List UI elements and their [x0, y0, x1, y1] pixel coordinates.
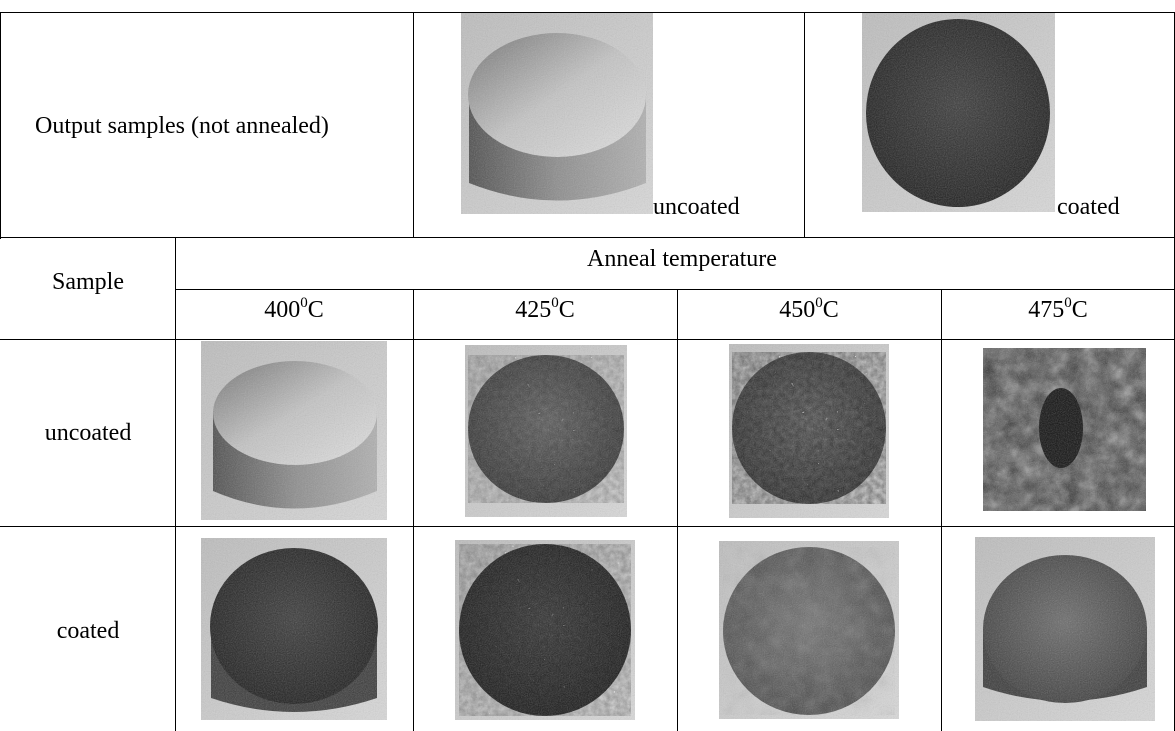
photo-uncoated-450 [729, 344, 889, 518]
sample-header: Sample [52, 269, 124, 295]
photo-coated-400 [201, 538, 387, 720]
grid-line-col-413b [413, 290, 414, 731]
photo-coated-original [862, 13, 1055, 212]
temp-header-425: 4250C [515, 295, 575, 324]
grid-line-left-edge [0, 12, 1, 239]
photo-coated-425 [455, 540, 635, 720]
row-label-coated: coated [56, 618, 120, 644]
grid-line-row1-bottom [0, 526, 1175, 527]
photo-uncoated-425 [465, 345, 627, 517]
grid-line-header-bottom [0, 237, 1175, 238]
grid-line-col-677 [677, 290, 678, 731]
grid-line-sample-col [175, 238, 176, 731]
caption-uncoated: uncoated [653, 194, 740, 220]
row-label-uncoated: uncoated [44, 420, 132, 446]
temp-header-450: 4500C [779, 295, 839, 324]
photo-uncoated-original [461, 13, 653, 214]
temp-header-400: 4000C [264, 295, 324, 324]
grid-line-group-bottom [175, 289, 1175, 290]
grid-line-col-804 [804, 12, 805, 238]
photo-uncoated-400 [201, 341, 387, 520]
output-samples-label: Output samples (not annealed) [35, 113, 329, 139]
grid-line-temps-bottom [0, 339, 1175, 340]
temp-header-475: 4750C [1028, 295, 1088, 324]
caption-coated: coated [1057, 194, 1120, 220]
grid-line-col-413 [413, 12, 414, 238]
photo-coated-475 [975, 537, 1155, 721]
photo-uncoated-475 [983, 348, 1146, 511]
grid-line-top [0, 12, 1175, 13]
grid-line-col-941 [941, 290, 942, 731]
photo-coated-450 [719, 541, 899, 719]
anneal-temperature-header: Anneal temperature [587, 246, 777, 272]
